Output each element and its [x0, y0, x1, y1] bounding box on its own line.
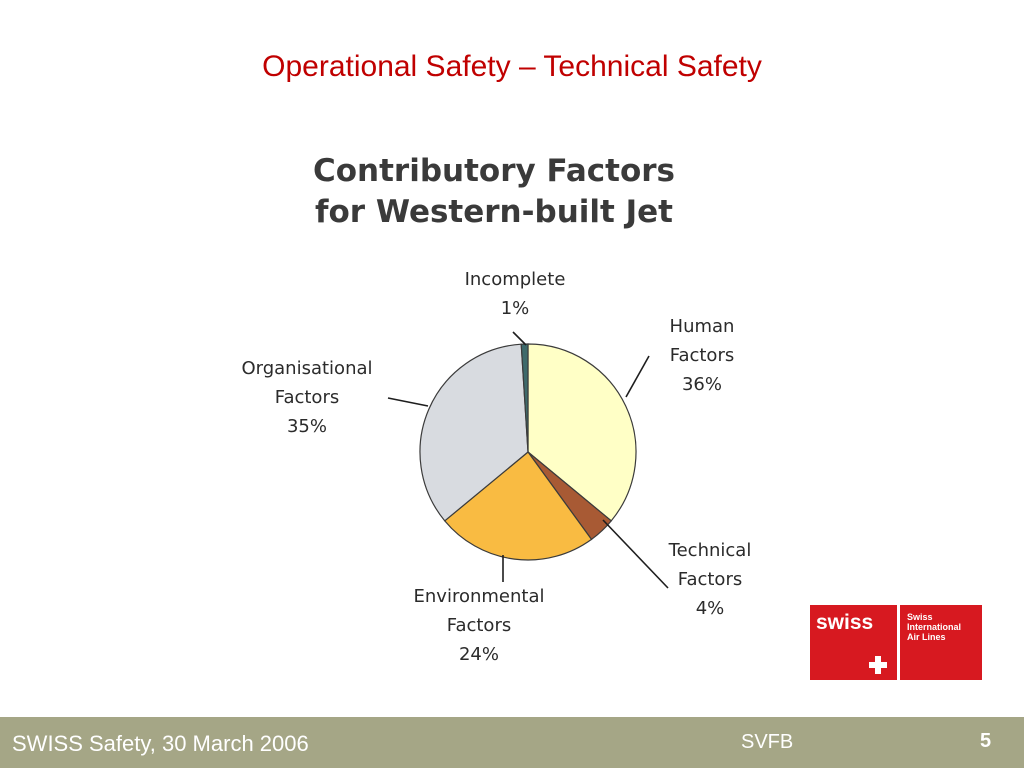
logo-name-box: Swiss International Air Lines [900, 605, 982, 680]
slice-label-technical-line-2: Factors [678, 569, 742, 590]
slide-title: Operational Safety – Technical Safety [262, 50, 762, 83]
slice-label-environmental-line-2: Factors [447, 615, 511, 636]
pie-chart: Contributory Factors for Western-built J… [241, 153, 751, 665]
leader-lines [387, 331, 669, 589]
slice-label-environmental-line-3: 24% [459, 644, 499, 665]
logo-wordmark-box: swiss [810, 605, 897, 680]
slice-labels: Human Factors 36% Technical Factors 4% Environ… [241, 269, 751, 665]
slice-label-technical-line-1: Technical [668, 540, 752, 561]
footer-organisation: SVFB [741, 731, 794, 753]
slice-label-incomplete-line-2: 1% [501, 298, 530, 319]
leader-line-organisational [387, 397, 429, 407]
pie-slice-environmental [443, 451, 593, 561]
leader-line-incomplete [512, 331, 527, 346]
page-number: 5 [980, 730, 992, 752]
slice-label-organisational-line-1: Organisational [241, 358, 372, 379]
slice-label-environmental-line-1: Environmental [414, 586, 545, 607]
swiss-cross-icon [869, 656, 887, 674]
slice-label-organisational-line-3: 35% [287, 416, 327, 437]
slice-label-technical-line-3: 4% [696, 598, 725, 619]
slice-label-incomplete-line-1: Incomplete [465, 269, 566, 290]
leader-line-technical [602, 519, 669, 589]
chart-title-line-1: Contributory Factors [313, 153, 675, 189]
footer-presentation-info: SWISS Safety, 30 March 2006 [12, 731, 309, 756]
leader-line-human [625, 355, 650, 398]
swiss-logo: swiss Swiss International Air Lines [810, 605, 982, 680]
logo-line-3: Air Lines [907, 632, 946, 642]
pie-slice-organisational [419, 343, 529, 522]
slice-label-human-line-1: Human [670, 316, 735, 337]
chart-title-line-2: for Western-built Jet [315, 194, 673, 230]
pie-slice-human [527, 343, 637, 522]
slice-label-human-line-2: Factors [670, 345, 734, 366]
pie-slices [419, 343, 637, 561]
logo-line-2: International [907, 622, 962, 632]
slice-label-organisational-line-2: Factors [275, 387, 339, 408]
slice-label-human-line-3: 36% [682, 374, 722, 395]
logo-line-1: Swiss [907, 612, 933, 622]
footer-bar: SWISS Safety, 30 March 2006 SVFB 5 [0, 717, 1024, 768]
logo-wordmark: swiss [816, 611, 874, 634]
